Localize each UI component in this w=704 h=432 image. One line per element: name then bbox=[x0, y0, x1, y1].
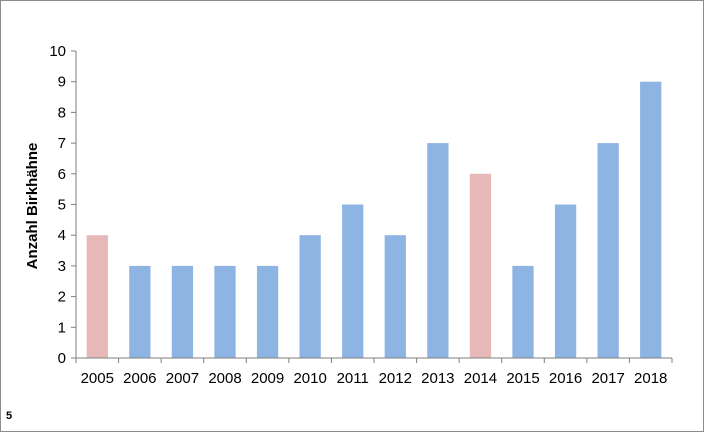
bar-2008 bbox=[214, 265, 236, 358]
bar-2010 bbox=[299, 235, 321, 358]
x-tick-label: 2015 bbox=[506, 370, 539, 387]
x-axis-ticks: 2005 2006 2007 2008 2009 2010 2011 2012 2013 2014… bbox=[75, 358, 673, 387]
y-tick-label: 4 bbox=[58, 227, 66, 244]
y-tick-label: 3 bbox=[58, 258, 66, 275]
x-tick-label: 2009 bbox=[251, 370, 284, 387]
y-tick-label: 10 bbox=[49, 43, 66, 60]
bar-2015 bbox=[512, 265, 534, 358]
bars bbox=[86, 81, 662, 358]
bar-2016 bbox=[554, 204, 577, 358]
y-tick-label: 6 bbox=[58, 166, 66, 183]
y-tick-label: 1 bbox=[58, 319, 66, 336]
x-tick-label: 2006 bbox=[123, 370, 156, 387]
x-tick-label: 2018 bbox=[634, 370, 667, 387]
y-tick-label: 7 bbox=[58, 135, 66, 152]
x-tick-label: 2007 bbox=[166, 370, 199, 387]
x-tick-label: 2017 bbox=[591, 370, 624, 387]
y-tick-label: 8 bbox=[58, 104, 66, 121]
y-axis-ticks: 0 1 2 3 4 5 6 7 8 9 10 bbox=[49, 43, 76, 367]
y-tick-label: 9 bbox=[58, 74, 66, 91]
x-tick-label: 2014 bbox=[464, 370, 497, 387]
bar-2012 bbox=[384, 235, 406, 358]
bar-2014 bbox=[469, 173, 492, 358]
footnote: 5 bbox=[6, 410, 13, 422]
bar-2011 bbox=[342, 204, 364, 358]
bar-2013 bbox=[427, 143, 449, 358]
bar-2007 bbox=[171, 265, 194, 358]
x-tick-label: 2011 bbox=[337, 370, 369, 387]
x-tick-label: 2005 bbox=[81, 370, 114, 387]
y-axis-label: Anzahl Birkhähne bbox=[24, 143, 41, 270]
bar-2006 bbox=[129, 265, 151, 358]
bar-2017 bbox=[597, 143, 619, 358]
y-tick-label: 2 bbox=[58, 289, 66, 306]
bar-2018 bbox=[640, 81, 662, 358]
x-tick-label: 2010 bbox=[293, 370, 326, 387]
y-tick-label: 0 bbox=[58, 350, 66, 367]
x-tick-label: 2012 bbox=[379, 370, 412, 387]
x-tick-label: 2013 bbox=[421, 370, 454, 387]
bar-2005 bbox=[86, 235, 108, 358]
bar-2009 bbox=[256, 265, 279, 358]
x-tick-label: 2008 bbox=[208, 370, 241, 387]
x-tick-label: 2016 bbox=[549, 370, 582, 387]
y-tick-label: 5 bbox=[58, 197, 66, 214]
